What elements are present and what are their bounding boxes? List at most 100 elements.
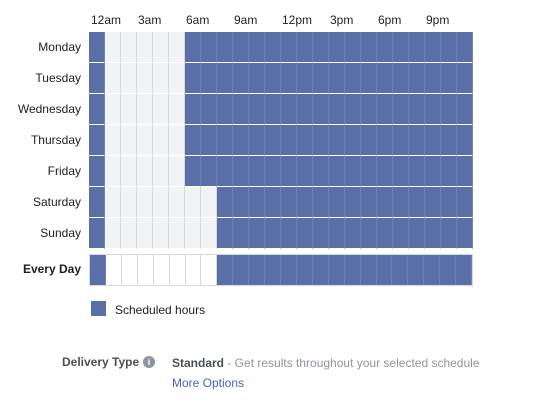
hour-cell[interactable]	[217, 63, 233, 94]
hour-cell[interactable]	[89, 125, 105, 156]
every-day-hour-cell[interactable]	[169, 255, 186, 285]
hour-cell[interactable]	[233, 187, 249, 218]
hour-cell[interactable]	[377, 218, 393, 249]
hour-cell[interactable]	[169, 63, 185, 94]
hour-cell[interactable]	[457, 125, 473, 156]
hour-cell[interactable]	[105, 125, 121, 156]
hour-cell[interactable]	[457, 94, 473, 125]
hour-cell[interactable]	[345, 187, 361, 218]
hour-cell[interactable]	[249, 218, 265, 249]
hour-cell[interactable]	[393, 63, 409, 94]
every-day-hour-cell[interactable]	[392, 255, 409, 285]
hour-cell[interactable]	[377, 63, 393, 94]
hour-cell[interactable]	[89, 63, 105, 94]
hour-cell[interactable]	[457, 218, 473, 249]
hour-cell[interactable]	[457, 187, 473, 218]
hour-cell[interactable]	[121, 187, 137, 218]
hour-cell[interactable]	[137, 125, 153, 156]
hour-cell[interactable]	[169, 94, 185, 125]
hour-cell[interactable]	[233, 63, 249, 94]
every-day-hour-cell[interactable]	[217, 255, 234, 285]
hour-cell[interactable]	[137, 187, 153, 218]
hour-cell[interactable]	[137, 94, 153, 125]
every-day-hour-cell[interactable]	[328, 255, 345, 285]
hour-cell[interactable]	[105, 63, 121, 94]
hour-cell[interactable]	[201, 125, 217, 156]
hour-cell[interactable]	[409, 63, 425, 94]
hour-cell[interactable]	[153, 32, 169, 63]
hour-cell[interactable]	[89, 156, 105, 187]
every-day-hour-cell[interactable]	[201, 255, 218, 285]
hour-cell[interactable]	[217, 187, 233, 218]
hour-cell[interactable]	[185, 218, 201, 249]
hour-cell[interactable]	[409, 156, 425, 187]
every-day-hour-cell[interactable]	[456, 255, 472, 285]
hour-cell[interactable]	[265, 156, 281, 187]
hour-cell[interactable]	[441, 63, 457, 94]
every-day-hour-cell[interactable]	[121, 255, 138, 285]
hour-cell[interactable]	[393, 187, 409, 218]
hour-cell[interactable]	[377, 156, 393, 187]
every-day-hour-cell[interactable]	[185, 255, 202, 285]
every-day-hour-cell[interactable]	[153, 255, 170, 285]
every-day-hour-cell[interactable]	[408, 255, 425, 285]
hour-cell[interactable]	[89, 218, 105, 249]
hour-cell[interactable]	[297, 32, 313, 63]
hour-cell[interactable]	[217, 218, 233, 249]
every-day-hour-cell[interactable]	[90, 255, 106, 285]
hour-cell[interactable]	[185, 187, 201, 218]
hour-cell[interactable]	[249, 94, 265, 125]
hour-cell[interactable]	[281, 187, 297, 218]
hour-cell[interactable]	[313, 125, 329, 156]
hour-cell[interactable]	[361, 187, 377, 218]
hour-cell[interactable]	[105, 218, 121, 249]
hour-cell[interactable]	[185, 63, 201, 94]
every-day-hour-cell[interactable]	[265, 255, 281, 285]
every-day-hour-cell[interactable]	[233, 255, 250, 285]
every-day-hour-cell[interactable]	[424, 255, 441, 285]
hour-cell[interactable]	[425, 187, 441, 218]
hour-cell[interactable]	[105, 156, 121, 187]
hour-cell[interactable]	[441, 187, 457, 218]
hour-cell[interactable]	[377, 32, 393, 63]
hour-cell[interactable]	[329, 32, 345, 63]
hour-cell[interactable]	[105, 32, 121, 63]
hour-cell[interactable]	[233, 94, 249, 125]
hour-cell[interactable]	[185, 156, 201, 187]
hour-cell[interactable]	[393, 125, 409, 156]
hour-cell[interactable]	[313, 187, 329, 218]
hour-cell[interactable]	[297, 63, 313, 94]
hour-cell[interactable]	[153, 218, 169, 249]
hour-cell[interactable]	[153, 125, 169, 156]
hour-cell[interactable]	[361, 94, 377, 125]
hour-cell[interactable]	[265, 187, 281, 218]
hour-cell[interactable]	[201, 63, 217, 94]
hour-cell[interactable]	[441, 32, 457, 63]
hour-cell[interactable]	[121, 32, 137, 63]
hour-cell[interactable]	[297, 125, 313, 156]
hour-cell[interactable]	[425, 63, 441, 94]
every-day-hour-cell[interactable]	[376, 255, 393, 285]
hour-cell[interactable]	[137, 63, 153, 94]
hour-cell[interactable]	[281, 156, 297, 187]
hour-cell[interactable]	[345, 218, 361, 249]
hour-cell[interactable]	[137, 218, 153, 249]
hour-cell[interactable]	[169, 187, 185, 218]
hour-cell[interactable]	[441, 125, 457, 156]
hour-cell[interactable]	[313, 63, 329, 94]
hour-cell[interactable]	[153, 156, 169, 187]
hour-cell[interactable]	[121, 125, 137, 156]
hour-cell[interactable]	[105, 94, 121, 125]
every-day-hour-cell[interactable]	[105, 255, 122, 285]
every-day-hour-cell[interactable]	[137, 255, 154, 285]
hour-cell[interactable]	[201, 187, 217, 218]
every-day-hour-cell[interactable]	[312, 255, 329, 285]
hour-cell[interactable]	[313, 156, 329, 187]
hour-cell[interactable]	[361, 125, 377, 156]
hour-cell[interactable]	[249, 156, 265, 187]
hour-cell[interactable]	[313, 94, 329, 125]
hour-cell[interactable]	[153, 63, 169, 94]
hour-cell[interactable]	[377, 187, 393, 218]
hour-cell[interactable]	[201, 32, 217, 63]
hour-cell[interactable]	[361, 218, 377, 249]
